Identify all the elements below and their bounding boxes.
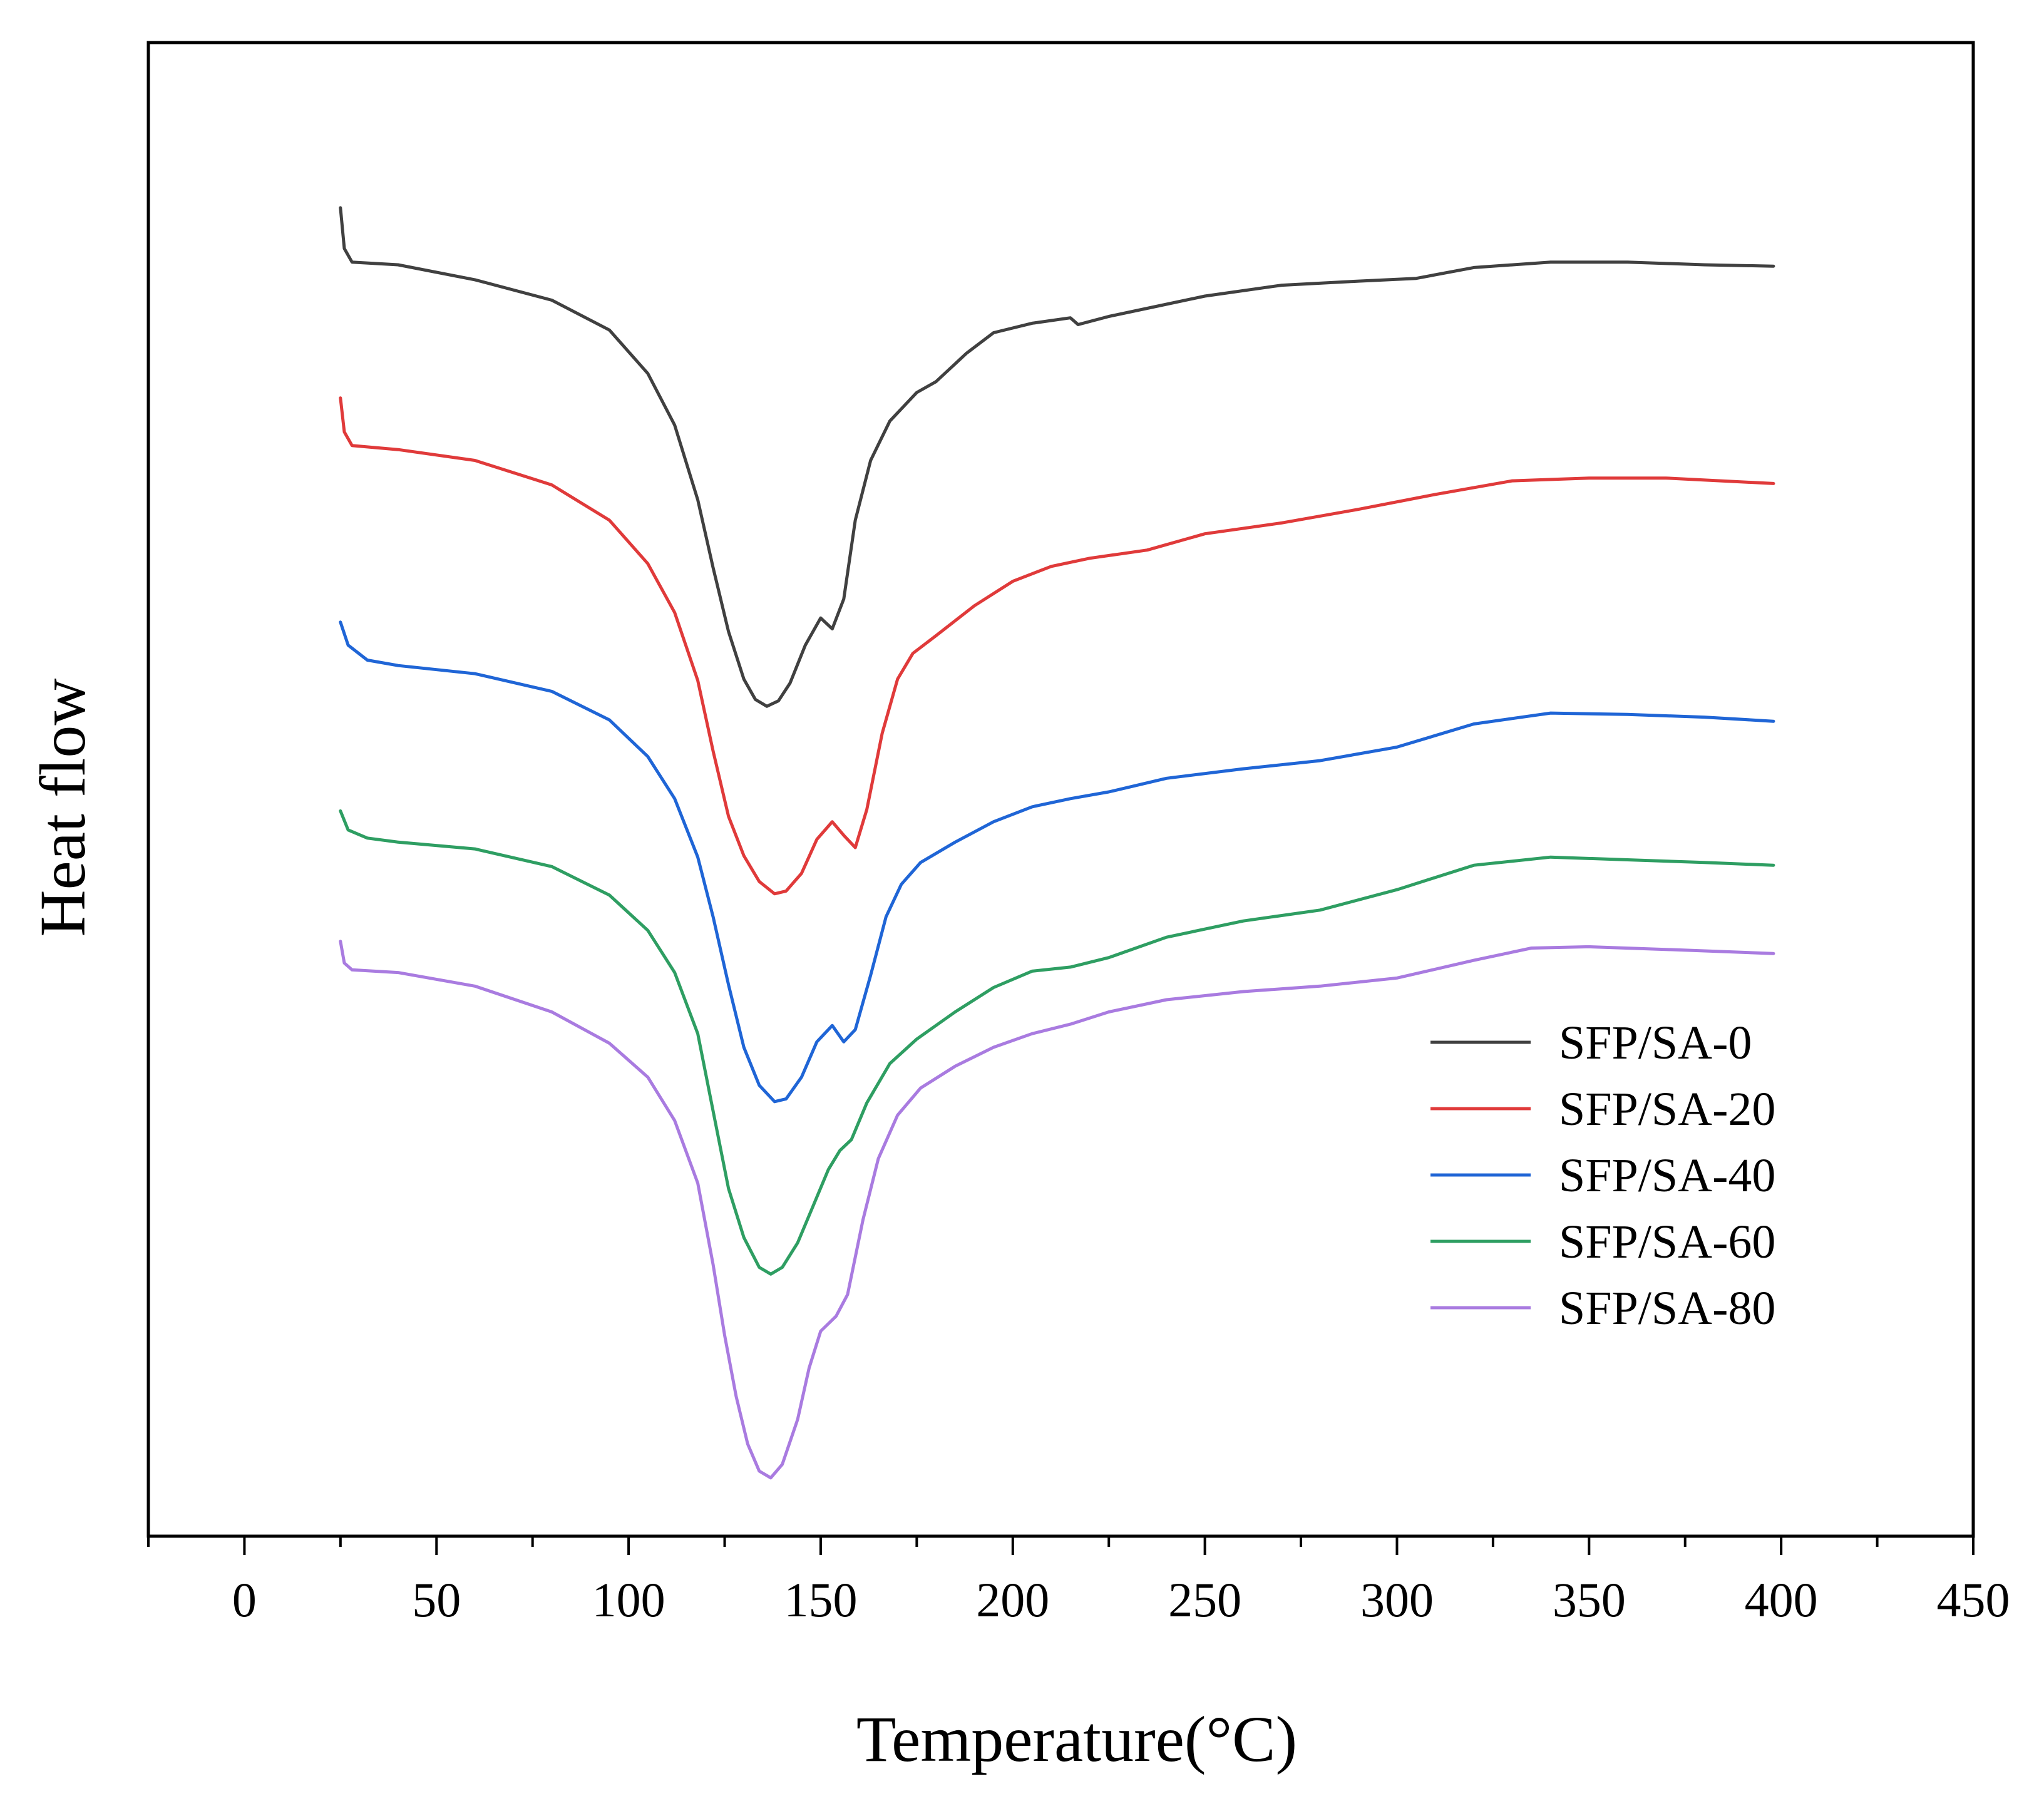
x-tick-label: 100 (592, 1573, 665, 1627)
legend-label: SFP/SA-20 (1559, 1083, 1775, 1136)
x-tick-label: 450 (1937, 1573, 2010, 1627)
x-tick-label: 0 (232, 1573, 257, 1627)
x-axis-title: Temperature(°C) (856, 1703, 1297, 1775)
legend-label: SFP/SA-80 (1559, 1282, 1775, 1335)
series-line-3 (339, 620, 1775, 1104)
series-line-5 (339, 940, 1775, 1480)
x-tick-label: 400 (1745, 1573, 1818, 1627)
series-group (339, 206, 1775, 1480)
x-tick-label: 300 (1360, 1573, 1434, 1627)
x-tick-label: 350 (1553, 1573, 1626, 1627)
x-tick-label: 150 (784, 1573, 857, 1627)
legend-label: SFP/SA-40 (1559, 1149, 1775, 1202)
series-line-2 (339, 396, 1775, 896)
series-line-1 (339, 206, 1775, 708)
x-tick-label: 250 (1168, 1573, 1241, 1627)
y-axis-title: Heat flow (27, 679, 99, 937)
legend-label: SFP/SA-60 (1559, 1216, 1775, 1268)
x-tick-label: 50 (412, 1573, 461, 1627)
x-tick-label: 200 (976, 1573, 1049, 1627)
plot-frame (146, 41, 1975, 1538)
legend-label: SFP/SA-0 (1559, 1017, 1752, 1069)
series-line-4 (339, 809, 1775, 1276)
legend: SFP/SA-0 SFP/SA-20 SFP/SA-40 SFP/SA-60 SFP/S… (1430, 1017, 1775, 1335)
x-axis-ticks: 0 50 100 150 200 250 300 350 400 450 (147, 1536, 2010, 1627)
